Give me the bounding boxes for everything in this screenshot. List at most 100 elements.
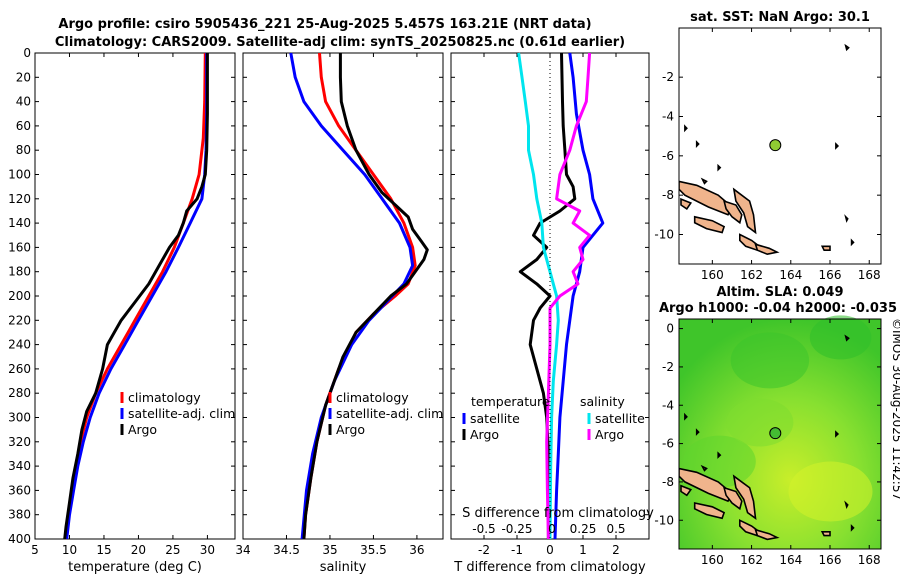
- y-tick-label: 280: [8, 386, 31, 400]
- series-line-argo: [63, 53, 209, 540]
- legend-label: satellite: [595, 411, 645, 426]
- y-tick-label: 60: [16, 119, 31, 133]
- argo-location-marker: [769, 139, 782, 152]
- x-tick-label: 168: [858, 553, 881, 567]
- x-tick-label: -2: [478, 543, 490, 557]
- island-shape: [850, 524, 855, 532]
- y-tick-label: 40: [16, 95, 31, 109]
- x-tick-label: 0: [546, 543, 554, 557]
- salinity-panel: 34 34.5 35 35.5 36 salinity climatologysatelli…: [235, 52, 444, 575]
- x-axis-label-top: S difference from climatology: [462, 506, 654, 521]
- island-shape: [754, 528, 780, 541]
- island-shape: [722, 486, 743, 511]
- x-tick-label-s: -0.25: [501, 522, 532, 536]
- x-tick-label: 30: [200, 543, 215, 557]
- x-tick-label-s: -0.5: [472, 522, 495, 536]
- legend-label: Argo: [128, 422, 157, 437]
- island-shape: [732, 187, 757, 235]
- island-shape: [844, 214, 849, 223]
- plot-frame: [242, 52, 444, 540]
- island-shape: [680, 197, 693, 211]
- series-line-t-satellite: [553, 52, 605, 540]
- legend-label: Argo: [336, 422, 365, 437]
- x-tick-label: 162: [740, 553, 763, 567]
- island-shape: [679, 467, 734, 503]
- island-shape: [700, 464, 708, 472]
- y-tick-label: -2: [662, 70, 674, 84]
- y-tick-label: 360: [8, 483, 31, 497]
- y-tick-label: 400: [8, 532, 31, 546]
- x-tick-label: -1: [511, 543, 523, 557]
- y-tick-label: -8: [662, 475, 674, 489]
- x-tick-label: 10: [62, 543, 77, 557]
- series-line-t-argo: [518, 52, 577, 539]
- y-tick-label: 100: [8, 168, 31, 182]
- legend-label: climatology: [128, 390, 201, 405]
- x-tick-label: 168: [858, 268, 881, 282]
- y-tick-label: -4: [662, 110, 674, 124]
- legend-label: satellite: [470, 411, 520, 426]
- legend-label: Argo: [470, 427, 499, 442]
- sla-blob: [788, 461, 873, 522]
- x-tick-label: 35: [322, 543, 337, 557]
- series-line-s-satellite: [517, 52, 560, 540]
- island-shape: [693, 502, 726, 520]
- x-tick-label-s: 0.5: [606, 522, 625, 536]
- island-shape: [722, 199, 743, 225]
- x-tick-label: 20: [131, 543, 146, 557]
- island-shape: [844, 43, 850, 52]
- island-shape: [844, 334, 850, 342]
- island-shape: [732, 474, 757, 521]
- y-tick-label: 0: [666, 322, 674, 336]
- y-tick-label: -8: [662, 188, 674, 202]
- island-shape: [679, 180, 734, 216]
- argo-location-marker: [769, 427, 782, 440]
- sla-blob: [809, 315, 872, 360]
- island-shape: [754, 243, 780, 256]
- x-tick-label: 25: [165, 543, 180, 557]
- island-shape: [844, 500, 849, 509]
- y-tick-label: 160: [8, 240, 31, 254]
- x-axis-label: salinity: [320, 560, 367, 575]
- island-shape: [820, 245, 831, 251]
- x-tick-label: 166: [819, 268, 842, 282]
- x-tick-label: 36: [409, 543, 424, 557]
- island-shape: [695, 140, 700, 149]
- y-tick-label: -6: [662, 437, 674, 451]
- island-shape: [835, 430, 840, 438]
- legend-label: climatology: [336, 390, 409, 405]
- x-tick-label: 34: [235, 543, 250, 557]
- sla-blob: [726, 398, 794, 447]
- islands-layer: [679, 334, 855, 541]
- y-tick-label: -2: [662, 360, 674, 374]
- y-tick-label: -10: [654, 228, 674, 242]
- island-shape: [850, 238, 855, 247]
- y-tick-label: 180: [8, 265, 31, 279]
- y-tick-label: 260: [8, 362, 31, 376]
- island-shape: [717, 451, 722, 459]
- legend-title-temperature: temperature: [471, 394, 550, 409]
- series-line-argo: [302, 53, 429, 540]
- y-tick-label: 120: [8, 192, 31, 206]
- map-frame: [678, 318, 882, 550]
- y-tick-label: 80: [16, 143, 31, 157]
- x-tick-label: 160: [701, 268, 724, 282]
- legend-label: satellite-adj. clim: [336, 406, 443, 421]
- x-tick-label: 160: [701, 553, 724, 567]
- plot-frame: [34, 52, 236, 540]
- x-tick-label: 164: [779, 268, 802, 282]
- island-shape: [820, 531, 831, 537]
- difference-panel: -2 -1 0 1 2 T difference from climatology S di…: [450, 52, 654, 575]
- map-frame: [678, 27, 882, 265]
- x-tick-label-s: 0: [548, 522, 556, 536]
- y-tick-label: -4: [662, 398, 674, 412]
- y-tick-label: 0: [23, 46, 31, 60]
- y-tick-label: 240: [8, 338, 31, 352]
- y-tick-label: -10: [654, 513, 674, 527]
- legend-label: Argo: [595, 427, 624, 442]
- sla-map-title: Altim. SLA: 0.049: [717, 285, 844, 300]
- x-tick-label: 162: [740, 268, 763, 282]
- sla-map-panel: Altim. SLA: 0.049 Argo h1000: -0.04 h200…: [654, 285, 897, 567]
- island-shape: [684, 124, 688, 133]
